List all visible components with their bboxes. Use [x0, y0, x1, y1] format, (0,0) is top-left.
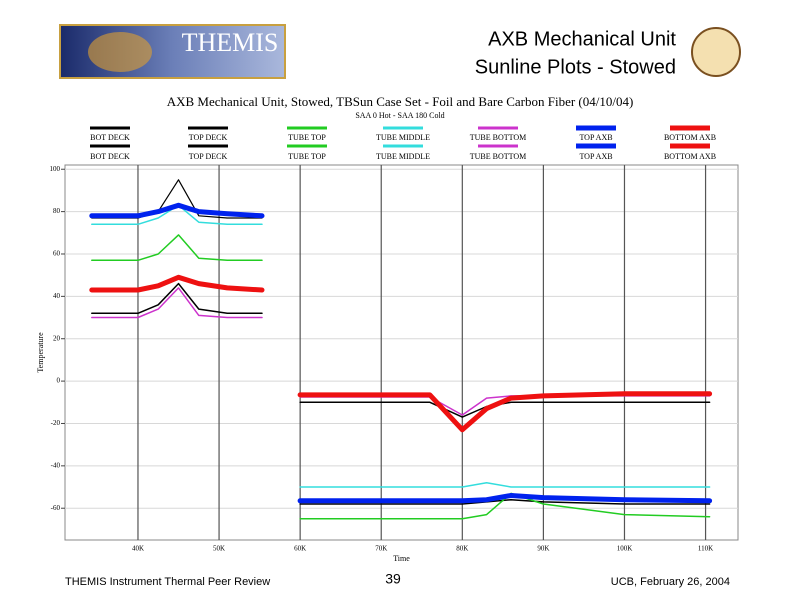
y-tick-label: 80	[53, 207, 61, 215]
footer-left: THEMIS Instrument Thermal Peer Review	[65, 576, 270, 588]
y-tick-label: -60	[51, 504, 61, 512]
x-tick-label: 50K	[213, 545, 225, 553]
slide-title: Sunline Plots - Stowed	[475, 56, 676, 78]
y-tick-label: 0	[57, 377, 61, 385]
logo-text: THEMIS	[182, 28, 279, 57]
x-tick-label: 40K	[132, 545, 144, 553]
legend-label: BOT DECK	[90, 152, 130, 161]
chart: AXB Mechanical Unit, Stowed, TBSun Case …	[36, 94, 739, 563]
series-line	[89, 274, 265, 293]
slide-title: AXB Mechanical Unit	[488, 28, 676, 50]
x-tick-label: 100K	[617, 545, 633, 553]
x-axis-label: Time	[393, 554, 410, 563]
logo-emblem	[691, 27, 741, 77]
legend-label: BOTTOM AXB	[664, 133, 716, 142]
series-line	[297, 391, 713, 433]
y-axis-label: Temperature	[36, 332, 45, 373]
x-tick-label: 80K	[456, 545, 468, 553]
y-tick-label: 40	[53, 292, 61, 300]
legend-label: TOP AXB	[579, 133, 612, 142]
chart-title: AXB Mechanical Unit, Stowed, TBSun Case …	[167, 94, 634, 109]
series-line	[299, 492, 711, 520]
y-tick-label: -40	[51, 461, 61, 469]
y-tick-label: 60	[53, 250, 61, 258]
series-line	[297, 493, 713, 504]
y-tick-label: -20	[51, 419, 61, 427]
series-line	[91, 234, 263, 262]
legend-label: TOP DECK	[189, 152, 228, 161]
legend-label: TUBE BOTTOM	[470, 133, 527, 142]
series-line	[91, 282, 263, 315]
legend-label: TUBE BOTTOM	[470, 152, 527, 161]
legend-label: TUBE TOP	[288, 152, 326, 161]
legend-label: TUBE TOP	[288, 133, 326, 142]
x-tick-label: 70K	[375, 545, 387, 553]
footer-right: UCB, February 26, 2004	[611, 576, 730, 588]
plot-area	[64, 164, 739, 541]
legend-label: TUBE MIDDLE	[376, 152, 430, 161]
page-number: 39	[385, 571, 401, 587]
series-line	[89, 202, 265, 219]
series-line	[299, 482, 711, 488]
x-tick-label: 60K	[294, 545, 306, 553]
series-line	[91, 287, 263, 319]
logo-sun	[88, 32, 152, 72]
chart-subtitle: SAA 0 Hot - SAA 180 Cold	[355, 111, 444, 120]
y-tick-label: 100	[50, 165, 61, 173]
legend-label: TOP DECK	[189, 133, 228, 142]
legend-label: BOTTOM AXB	[664, 152, 716, 161]
legend-label: TUBE MIDDLE	[376, 133, 430, 142]
x-tick-label: 90K	[537, 545, 549, 553]
y-tick-label: 20	[53, 334, 61, 342]
legend-label: TOP AXB	[579, 152, 612, 161]
legend-label: BOT DECK	[90, 133, 130, 142]
x-tick-label: 110K	[698, 545, 713, 553]
